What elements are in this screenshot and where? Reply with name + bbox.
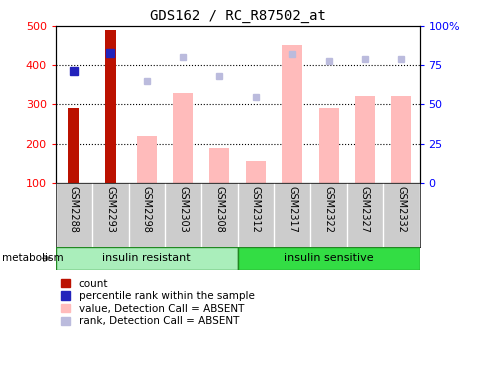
Text: GSM2308: GSM2308 xyxy=(214,186,224,233)
Text: GSM2298: GSM2298 xyxy=(141,186,151,233)
Bar xyxy=(391,96,410,183)
Title: GDS162 / RC_R87502_at: GDS162 / RC_R87502_at xyxy=(150,9,325,23)
Bar xyxy=(173,93,193,183)
Bar xyxy=(209,147,229,183)
Bar xyxy=(237,247,419,270)
Bar xyxy=(245,161,265,183)
Bar xyxy=(282,45,302,183)
Text: metabolism: metabolism xyxy=(2,253,64,264)
Bar xyxy=(136,136,156,183)
Text: GSM2322: GSM2322 xyxy=(323,186,333,233)
Text: GSM2312: GSM2312 xyxy=(250,186,260,233)
Bar xyxy=(68,108,79,183)
Text: GSM2303: GSM2303 xyxy=(178,186,188,233)
Bar xyxy=(105,30,116,183)
Bar xyxy=(56,247,237,270)
Text: GSM2288: GSM2288 xyxy=(69,186,79,233)
Text: insulin resistant: insulin resistant xyxy=(102,253,191,264)
Text: GSM2327: GSM2327 xyxy=(359,186,369,233)
Legend: count, percentile rank within the sample, value, Detection Call = ABSENT, rank, : count, percentile rank within the sample… xyxy=(61,279,254,326)
Bar xyxy=(318,108,338,183)
Text: GSM2317: GSM2317 xyxy=(287,186,297,233)
Bar xyxy=(354,96,374,183)
Text: GSM2293: GSM2293 xyxy=(105,186,115,233)
Text: GSM2332: GSM2332 xyxy=(395,186,406,233)
Text: insulin sensitive: insulin sensitive xyxy=(283,253,373,264)
